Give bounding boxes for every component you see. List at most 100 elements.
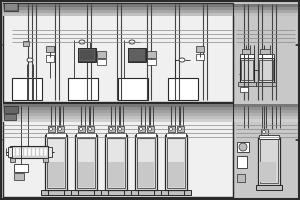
Bar xyxy=(128,48,146,62)
Bar xyxy=(237,156,247,168)
Bar xyxy=(147,51,156,58)
Bar xyxy=(108,126,115,132)
Bar xyxy=(166,133,186,137)
Bar xyxy=(261,129,268,135)
Bar xyxy=(136,133,156,137)
Bar xyxy=(77,138,95,188)
Ellipse shape xyxy=(129,40,135,44)
Bar xyxy=(75,135,97,190)
Bar xyxy=(131,190,161,195)
Bar xyxy=(87,126,94,132)
Bar xyxy=(41,190,71,195)
Bar xyxy=(137,138,155,188)
Bar xyxy=(10,158,15,162)
Bar xyxy=(167,138,185,188)
Bar xyxy=(258,137,280,185)
Bar xyxy=(76,133,96,137)
Bar xyxy=(256,185,282,190)
Bar xyxy=(48,162,64,187)
Circle shape xyxy=(239,143,247,151)
Bar xyxy=(14,173,24,180)
Bar xyxy=(4,114,16,120)
Bar xyxy=(44,148,46,156)
Bar xyxy=(260,139,278,183)
Bar xyxy=(196,54,204,60)
Bar xyxy=(3,119,298,122)
Bar xyxy=(147,126,154,132)
Bar xyxy=(3,110,298,113)
Ellipse shape xyxy=(79,40,85,44)
Circle shape xyxy=(110,128,112,130)
Bar xyxy=(240,54,254,58)
Bar xyxy=(237,174,245,182)
Bar xyxy=(3,103,233,197)
Bar xyxy=(46,133,66,137)
Bar xyxy=(242,49,250,54)
Circle shape xyxy=(80,128,82,130)
Bar xyxy=(45,135,67,190)
Bar xyxy=(3,113,298,116)
Bar xyxy=(97,51,106,58)
Circle shape xyxy=(50,128,52,130)
Bar xyxy=(3,3,233,102)
Bar xyxy=(260,49,270,54)
Bar xyxy=(240,58,254,82)
Bar xyxy=(138,126,145,132)
Bar xyxy=(57,126,64,132)
Bar xyxy=(71,190,101,195)
Bar xyxy=(241,60,253,80)
Bar xyxy=(3,116,298,119)
Bar xyxy=(258,54,274,58)
Bar xyxy=(32,148,34,156)
Bar xyxy=(12,78,42,100)
Bar xyxy=(78,126,85,132)
Bar xyxy=(3,13,298,16)
Bar xyxy=(80,50,94,60)
Bar xyxy=(12,148,14,156)
Ellipse shape xyxy=(179,58,185,62)
Bar xyxy=(3,107,298,110)
Circle shape xyxy=(148,128,152,130)
Bar xyxy=(234,3,298,197)
Circle shape xyxy=(58,128,61,130)
Bar xyxy=(48,126,55,132)
Bar xyxy=(4,3,18,11)
Bar xyxy=(108,140,124,162)
Bar xyxy=(108,162,124,187)
Circle shape xyxy=(118,128,122,130)
Bar xyxy=(117,126,124,132)
Bar xyxy=(118,78,148,100)
Bar xyxy=(240,87,248,92)
Bar xyxy=(79,49,95,61)
Circle shape xyxy=(262,130,266,134)
Bar xyxy=(78,140,94,162)
Bar xyxy=(168,162,184,187)
Bar xyxy=(4,106,18,113)
Bar xyxy=(161,190,191,195)
Bar xyxy=(138,140,154,162)
Bar xyxy=(46,55,54,62)
Bar xyxy=(48,140,64,162)
Bar xyxy=(196,46,204,52)
Bar xyxy=(23,41,29,46)
Bar xyxy=(259,135,279,139)
Bar xyxy=(48,147,52,157)
Circle shape xyxy=(88,128,92,130)
Bar xyxy=(3,7,298,10)
Bar xyxy=(258,58,274,82)
Bar xyxy=(68,78,98,100)
Bar xyxy=(237,142,249,152)
Bar xyxy=(46,46,54,52)
Bar xyxy=(28,148,31,156)
Bar xyxy=(24,148,26,156)
Bar xyxy=(165,135,187,190)
Circle shape xyxy=(169,128,172,130)
Bar xyxy=(259,60,273,80)
Bar xyxy=(107,138,125,188)
Bar xyxy=(168,140,184,162)
Bar xyxy=(106,133,126,137)
Bar xyxy=(36,148,38,156)
Bar xyxy=(135,135,157,190)
Bar xyxy=(147,59,156,65)
Bar xyxy=(256,82,276,86)
